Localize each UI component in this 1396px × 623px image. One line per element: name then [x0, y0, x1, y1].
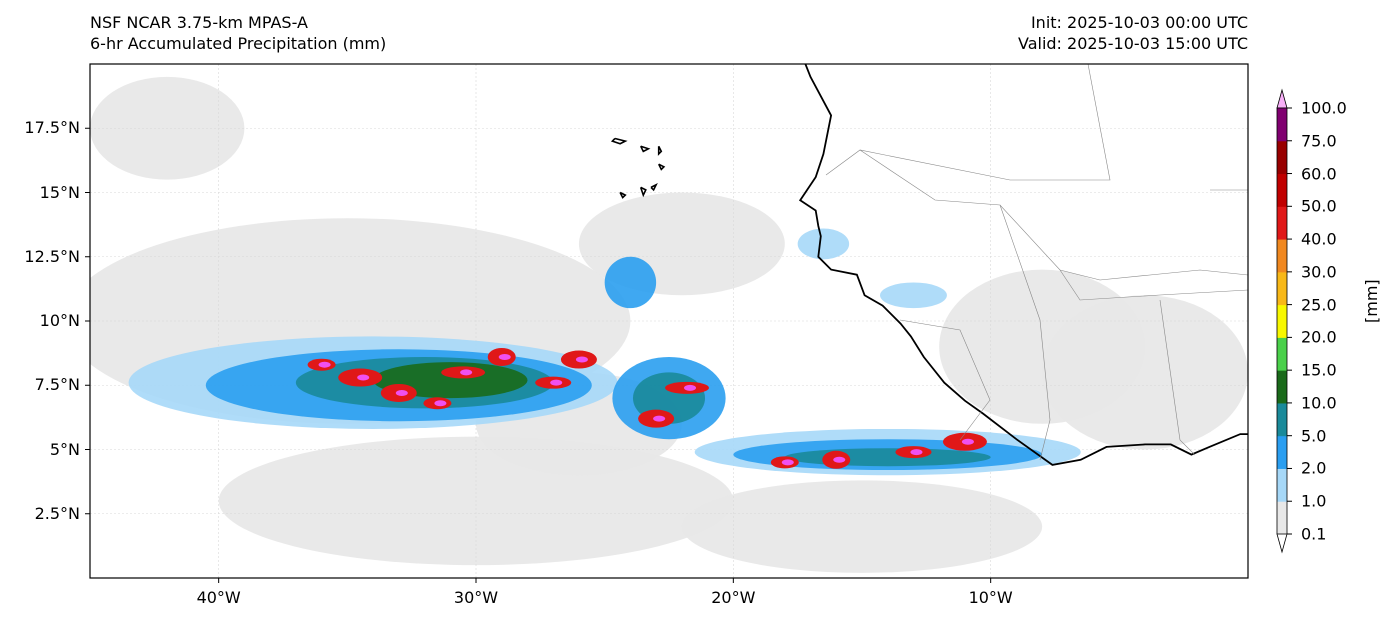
lon-tick-label: 10°W [968, 588, 1013, 607]
colorbar-unit: [mm] [1362, 279, 1381, 323]
cape-verde-island [610, 137, 628, 145]
time-info: Init: 2025-10-03 00:00 UTC Valid: 2025-1… [1018, 12, 1248, 54]
colorbar-level-label: 30.0 [1301, 262, 1337, 282]
colorbar-segment [1277, 239, 1287, 273]
light-precip-area [681, 480, 1043, 573]
lat-tick-label: 17.5°N [24, 118, 80, 138]
lat-tick-label: 5°N [49, 439, 80, 459]
colorbar-level-label: 10.0 [1301, 393, 1337, 413]
valid-time: Valid: 2025-10-03 15:00 UTC [1017, 34, 1248, 53]
colorbar-level-label: 2.0 [1301, 458, 1327, 478]
colorbar-segment [1277, 337, 1287, 371]
cape-verde-island [657, 163, 666, 171]
extreme-precip-core [460, 369, 473, 376]
country-borders [825, 64, 1248, 461]
colorbar-segment [1277, 271, 1287, 306]
extreme-precip-core [684, 384, 697, 391]
cape-verde-island [657, 145, 663, 156]
colorbar-segment [1277, 468, 1287, 502]
colorbar-level-label: 60.0 [1301, 164, 1337, 184]
extreme-precip-core [434, 400, 447, 407]
lat-tick-label: 7.5°N [34, 375, 80, 395]
colorbar-frame [1276, 107, 1288, 535]
colorbar-over-extend [1276, 88, 1288, 109]
colorbar-segment [1277, 173, 1287, 207]
lon-tick-label: 30°W [453, 588, 499, 607]
light-precip-layer [90, 76, 1248, 573]
colorbar-level-label: 0.1 [1301, 524, 1327, 544]
colorbar-level-label: 100.0 [1301, 98, 1347, 118]
colorbar-level-label: 75.0 [1301, 131, 1337, 151]
colorbar-segment [1277, 108, 1287, 142]
gridlines [90, 64, 1248, 578]
extreme-precip-core [395, 389, 408, 396]
axis-ticks [85, 127, 992, 583]
colorbar-segment [1277, 206, 1287, 240]
colorbar-segment [1277, 435, 1287, 469]
extreme-precip-core [961, 438, 974, 445]
precip-contour [797, 228, 850, 260]
plot-title: NSF NCAR 3.75-km MPAS-A 6-hr Accumulated… [90, 12, 386, 54]
lat-tick-label: 10°N [39, 311, 80, 330]
extreme-precip-core [357, 374, 370, 381]
precip-contour [784, 448, 991, 467]
extreme-precip-core [575, 356, 588, 363]
lat-tick-label: 15°N [39, 182, 80, 202]
extreme-precip-core [498, 353, 511, 360]
colorbar-level-label: 20.0 [1301, 327, 1337, 347]
colorbar [1276, 88, 1292, 554]
lon-tick-label: 40°W [196, 588, 241, 607]
field-title: 6-hr Accumulated Precipitation (mm) [90, 34, 387, 53]
colorbar-level-label: 15.0 [1301, 360, 1337, 380]
colorbar-level-label: 50.0 [1301, 196, 1337, 216]
extreme-precip-core [833, 456, 846, 463]
lon-tick-label: 20°W [711, 588, 756, 607]
init-time: Init: 2025-10-03 00:00 UTC [1030, 13, 1248, 32]
colorbar-segment [1277, 402, 1287, 437]
model-title: NSF NCAR 3.75-km MPAS-A [90, 13, 308, 32]
colorbar-level-label: 40.0 [1301, 229, 1337, 249]
precip-bands [128, 228, 1081, 476]
cape-verde-island [619, 191, 627, 199]
cape-verde-island [639, 186, 647, 198]
lat-tick-label: 2.5°N [34, 503, 80, 523]
cape-verde-island [650, 182, 658, 192]
precip-contour [880, 282, 947, 309]
colorbar-level-label: 25.0 [1301, 295, 1337, 315]
colorbar-under-extend [1276, 533, 1288, 554]
cape-verde-island [639, 145, 651, 153]
colorbar-segment [1277, 370, 1287, 404]
extreme-precip-core [653, 415, 666, 422]
colorbar-segment [1277, 501, 1287, 535]
extreme-precip-core [910, 449, 923, 456]
extreme-precip-core [318, 361, 331, 368]
colorbar-level-label: 5.0 [1301, 426, 1327, 446]
colorbar-segment [1277, 140, 1287, 175]
precip-contour [604, 256, 657, 309]
lat-tick-label: 12.5°N [24, 246, 80, 266]
coastline [610, 64, 1248, 466]
extreme-precip-core [550, 379, 563, 386]
africa-coastline [798, 64, 1248, 466]
colorbar-segment [1277, 304, 1287, 338]
light-precip-area [1042, 295, 1248, 450]
extreme-precip-core [781, 459, 794, 466]
colorbar-level-label: 1.0 [1301, 491, 1327, 511]
